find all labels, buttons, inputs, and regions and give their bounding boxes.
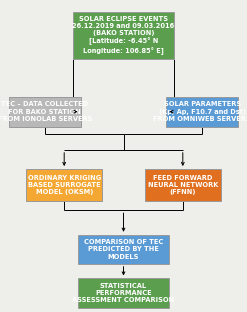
Text: TEC – DATA COLLECTED
FOR BAKO STATION
FROM IONOLAB SERVERS: TEC – DATA COLLECTED FOR BAKO STATION FR…: [0, 101, 92, 122]
Text: SOLAR PARAMETERS
(Kp, Ap, F10.7 and Dst)
FROM OMNIWEB SERVERS: SOLAR PARAMETERS (Kp, Ap, F10.7 and Dst)…: [153, 101, 247, 122]
Text: FEED FORWARD
NEURAL NETWORK
(FFNN): FEED FORWARD NEURAL NETWORK (FFNN): [148, 175, 218, 195]
FancyBboxPatch shape: [9, 97, 81, 127]
FancyBboxPatch shape: [145, 169, 221, 201]
Text: STATISTICAL
PERFORMANCE
ASSESSMENT COMPARISON: STATISTICAL PERFORMANCE ASSESSMENT COMPA…: [72, 283, 175, 303]
FancyBboxPatch shape: [166, 97, 238, 127]
Text: SOLAR ECLIPSE EVENTS
26.12.2019 and 09.03.2016
(BAKO STATION)
[Latitude: -6.45° : SOLAR ECLIPSE EVENTS 26.12.2019 and 09.0…: [72, 16, 175, 55]
FancyBboxPatch shape: [78, 278, 169, 308]
Text: ORDINARY KRIGING
BASED SURROGATE
MODEL (OKSM): ORDINARY KRIGING BASED SURROGATE MODEL (…: [28, 175, 101, 195]
FancyBboxPatch shape: [78, 235, 169, 264]
FancyBboxPatch shape: [26, 169, 102, 201]
FancyBboxPatch shape: [73, 12, 174, 59]
Text: COMPARISON OF TEC
PREDICTED BY THE
MODELS: COMPARISON OF TEC PREDICTED BY THE MODEL…: [84, 239, 163, 260]
